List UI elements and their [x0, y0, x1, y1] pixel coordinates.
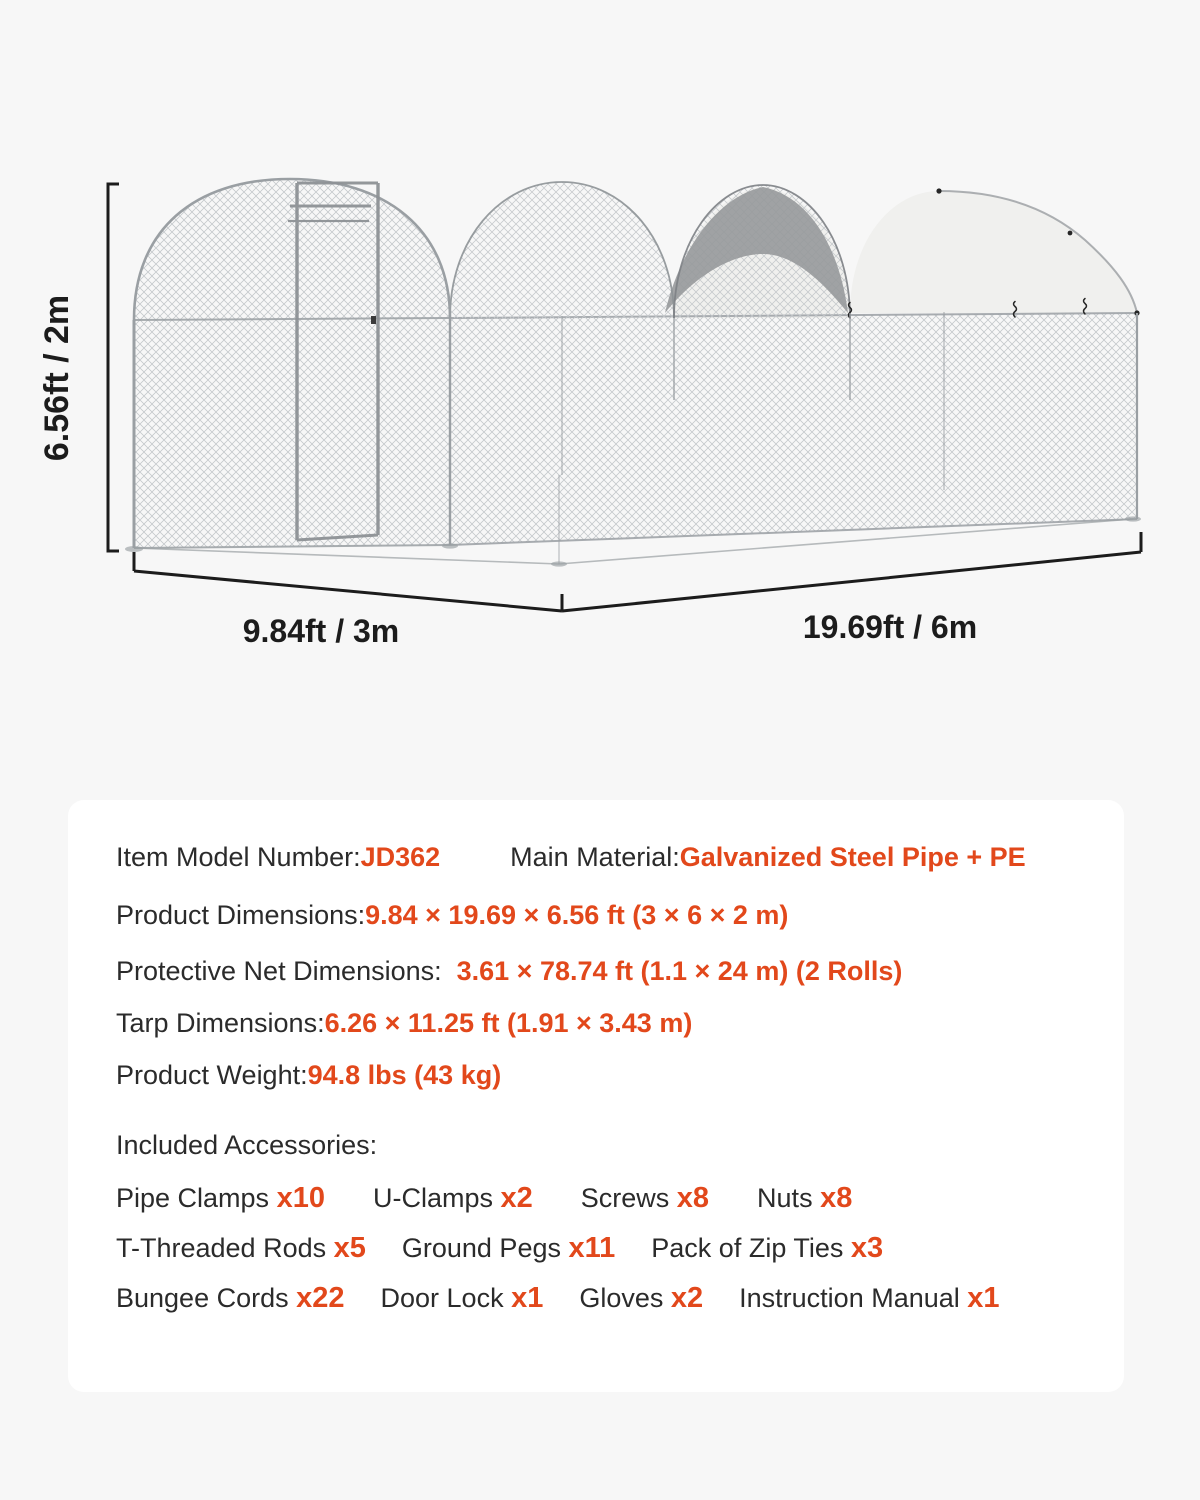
svg-text:19.69ft / 6m: 19.69ft / 6m [803, 609, 977, 645]
svg-text:9.84ft / 3m: 9.84ft / 3m [243, 613, 400, 649]
svg-text:6.56ft / 2m: 6.56ft / 2m [38, 295, 76, 461]
